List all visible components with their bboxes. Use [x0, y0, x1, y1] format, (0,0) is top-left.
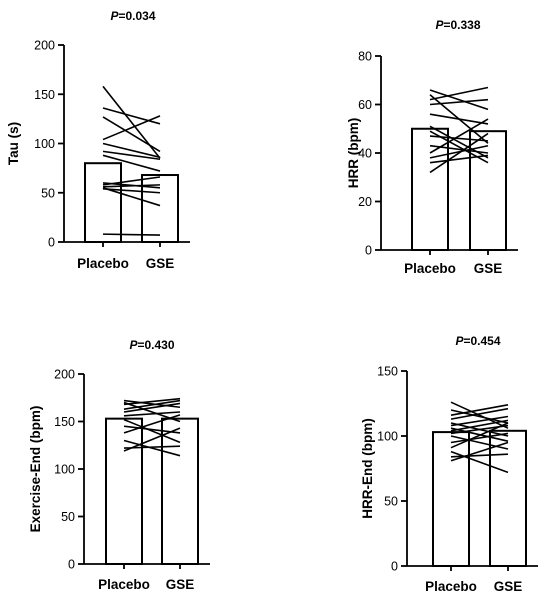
y-axis-title: Exercise-End (bpm) — [28, 406, 43, 533]
y-tick-label: 100 — [54, 463, 75, 477]
p-value-label: P=0.454 — [455, 334, 500, 348]
p-value: =0.034 — [118, 9, 155, 23]
paired-line — [429, 144, 489, 159]
category-label: Placebo — [77, 256, 129, 271]
paired-line — [123, 411, 181, 417]
y-tick-label: 80 — [358, 50, 372, 64]
paired-line — [450, 404, 509, 416]
y-tick-label: 200 — [34, 39, 55, 53]
chart-panel: P=0.454 0 50 100 150 Placebo GSE HRR-End (bpm) — [360, 334, 538, 594]
category-label: Placebo — [425, 579, 477, 594]
y-tick-label: 50 — [384, 495, 398, 509]
paired-line — [450, 401, 509, 429]
paired-line — [450, 409, 509, 424]
p-value-label: P=0.430 — [129, 338, 174, 352]
paired-line — [102, 187, 161, 207]
p-value-label: P=0.338 — [435, 18, 480, 32]
paired-line — [429, 118, 489, 154]
y-tick-label: 150 — [34, 88, 55, 102]
paired-line — [102, 107, 161, 125]
bar-placebo — [432, 431, 470, 567]
y-axis-title: HRR-End (bpm) — [360, 418, 375, 518]
paired-line — [429, 86, 489, 101]
p-letter: P — [110, 9, 119, 23]
category-label: GSE — [474, 261, 503, 276]
paired-line — [450, 432, 509, 444]
y-tick-label: 100 — [377, 430, 398, 444]
p-letter: P — [455, 334, 464, 348]
paired-line — [123, 397, 181, 406]
y-tick-label: 100 — [34, 137, 55, 151]
y-tick-label: 60 — [358, 98, 372, 112]
y-tick-label: 0 — [68, 558, 75, 572]
p-letter: P — [129, 338, 138, 352]
paired-line — [429, 98, 489, 106]
paired-line — [123, 418, 181, 444]
y-tick-label: 200 — [54, 368, 75, 382]
p-letter: P — [435, 18, 444, 32]
category-label: GSE — [146, 256, 175, 271]
bar-gse — [489, 429, 527, 567]
paired-line — [102, 233, 161, 236]
category-label: GSE — [166, 577, 195, 592]
y-tick-label: 0 — [48, 236, 55, 250]
y-axis-title: HRR (bpm) — [346, 118, 361, 189]
paired-line — [450, 422, 509, 449]
paired-line — [429, 89, 489, 111]
paired-line — [450, 453, 509, 458]
paired-line — [102, 176, 161, 186]
paired-line — [450, 419, 509, 432]
y-tick-label: 0 — [365, 244, 372, 258]
paired-line — [123, 439, 181, 457]
y-tick-label: 150 — [54, 415, 75, 429]
bar-placebo — [105, 417, 143, 565]
paired-line — [102, 184, 161, 188]
bar-gse — [161, 417, 199, 565]
y-axis-title: Tau (s) — [6, 122, 21, 165]
paired-line — [429, 154, 489, 164]
chart-panel: P=0.430 0 50 100 150 200 Placebo GSE Exercise-En… — [28, 338, 210, 592]
paired-line — [123, 399, 181, 410]
p-value: =0.338 — [443, 18, 480, 32]
y-tick-label: 40 — [358, 147, 372, 161]
bar-placebo — [84, 162, 122, 243]
category-label: Placebo — [98, 577, 150, 592]
paired-line — [123, 402, 181, 413]
y-tick-label: 150 — [377, 365, 398, 379]
y-tick-label: 50 — [61, 510, 75, 524]
paired-line — [123, 414, 181, 434]
paired-line — [429, 113, 489, 125]
paired-line — [450, 407, 509, 420]
p-value-label: P=0.034 — [110, 9, 155, 23]
paired-line — [102, 154, 161, 172]
paired-line — [450, 435, 509, 450]
category-label: GSE — [494, 579, 523, 594]
paired-line — [123, 399, 181, 409]
paired-line — [123, 427, 181, 452]
y-tick-label: 20 — [358, 195, 372, 209]
paired-line — [102, 150, 161, 161]
paired-line — [102, 188, 161, 194]
chart-panel: P=0.034 0 50 100 150 200 Placebo GSE Tau (s) — [6, 9, 190, 271]
bar-placebo — [411, 127, 449, 251]
paired-line — [429, 125, 489, 159]
paired-line — [450, 441, 509, 462]
paired-line — [429, 132, 489, 174]
p-value: =0.430 — [137, 338, 174, 352]
paired-line — [102, 142, 161, 159]
paired-line — [102, 115, 161, 141]
paired-line — [102, 116, 161, 153]
paired-line — [450, 450, 509, 474]
y-tick-label: 0 — [391, 560, 398, 574]
paired-line — [450, 415, 509, 427]
p-value: =0.454 — [463, 334, 500, 348]
chart-panel: P=0.338 0 20 40 60 80 Placebo GSE HRR (bpm) — [346, 18, 518, 276]
category-label: Placebo — [404, 261, 456, 276]
y-tick-label: 50 — [41, 186, 55, 200]
